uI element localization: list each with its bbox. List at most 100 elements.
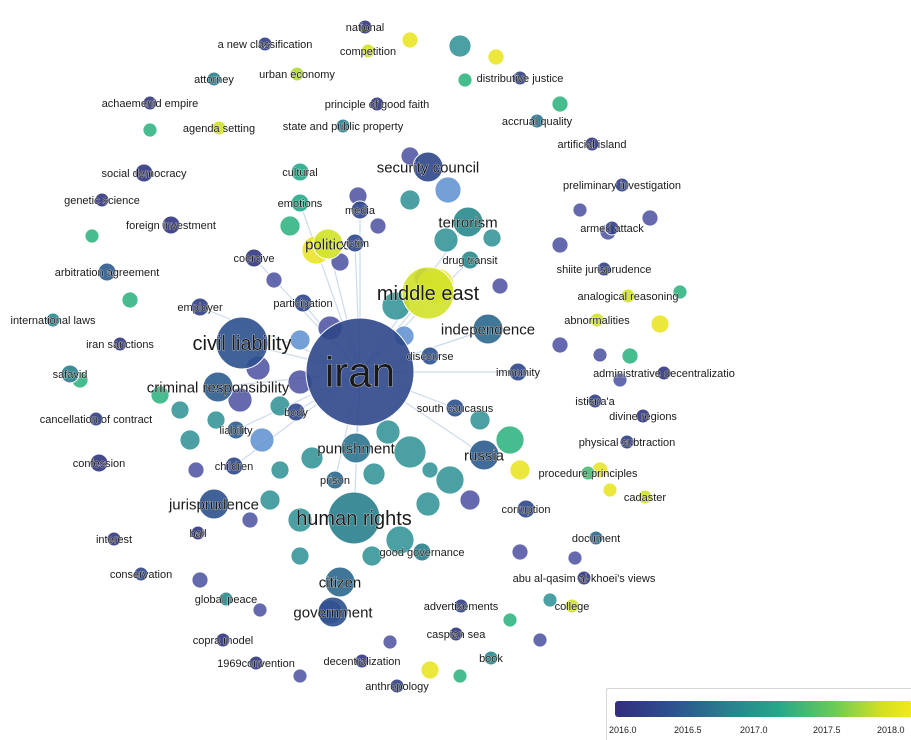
keyword-bubble[interactable]	[325, 470, 345, 490]
keyword-node[interactable]: children	[214, 456, 254, 476]
keyword-bubble[interactable]	[453, 598, 469, 614]
keyword-bubble[interactable]	[324, 566, 356, 598]
keyword-node[interactable]: iran sanctions	[86, 336, 155, 352]
keyword-bubble[interactable]	[161, 215, 181, 235]
keyword-bubble[interactable]	[60, 364, 80, 384]
keyword-bubble[interactable]	[516, 499, 536, 519]
keyword-bubble[interactable]	[564, 598, 580, 614]
keyword-bubble[interactable]	[460, 250, 480, 270]
keyword-node[interactable]: liability	[219, 420, 253, 440]
keyword-bubble[interactable]	[89, 453, 109, 473]
keyword-node[interactable]: urban economy	[259, 66, 336, 82]
keyword-node[interactable]: accrual quality	[502, 113, 573, 129]
keyword-node[interactable]: foreign investment	[126, 215, 216, 235]
keyword-bubble[interactable]	[656, 365, 672, 381]
keyword-bubble[interactable]	[190, 297, 210, 317]
keyword-bubble[interactable]	[401, 266, 455, 320]
keyword-node[interactable]: iran	[305, 317, 415, 427]
keyword-bubble[interactable]	[529, 113, 545, 129]
keyword-node[interactable]: international laws	[10, 312, 96, 328]
keyword-node[interactable]: agenda setting	[183, 120, 255, 136]
keyword-node[interactable]: citizen	[318, 566, 362, 598]
keyword-node[interactable]: genetic science	[64, 192, 140, 208]
keyword-bubble[interactable]	[327, 491, 381, 545]
keyword-node[interactable]: 1969convention	[217, 655, 295, 671]
keyword-bubble[interactable]	[576, 570, 592, 586]
keyword-node[interactable]: competition	[340, 43, 396, 59]
keyword-bubble[interactable]	[88, 411, 104, 427]
keyword-node[interactable]: government	[293, 596, 374, 628]
keyword-node[interactable]: global peace	[195, 591, 257, 607]
keyword-bubble[interactable]	[224, 456, 244, 476]
keyword-node[interactable]: istisna'a	[575, 393, 616, 409]
keyword-bubble[interactable]	[512, 70, 528, 86]
keyword-bubble[interactable]	[97, 262, 117, 282]
keyword-node[interactable]: preliminary investigation	[563, 177, 681, 193]
keyword-node[interactable]: emotions	[277, 193, 323, 213]
keyword-node[interactable]: distributive justice	[476, 70, 564, 86]
keyword-node[interactable]: russia	[464, 439, 505, 471]
keyword-node[interactable]: book	[479, 650, 504, 666]
keyword-node[interactable]: attorney	[194, 71, 235, 87]
keyword-node[interactable]: caspian sea	[426, 626, 487, 642]
keyword-node[interactable]: corruption	[501, 499, 551, 519]
keyword-node[interactable]: interest	[96, 531, 132, 547]
keyword-bubble[interactable]	[635, 408, 651, 424]
keyword-bubble[interactable]	[202, 371, 234, 403]
keyword-node[interactable]: politics	[305, 228, 351, 260]
keyword-node[interactable]: principle of good faith	[324, 96, 430, 112]
keyword-bubble[interactable]	[420, 346, 440, 366]
keyword-node[interactable]: shiite jurisprudence	[556, 261, 652, 277]
keyword-node[interactable]: college	[554, 598, 590, 614]
keyword-bubble[interactable]	[614, 177, 630, 193]
keyword-node[interactable]: middle east	[377, 266, 480, 320]
keyword-node[interactable]: conservation	[110, 566, 172, 582]
keyword-node[interactable]: discourse	[406, 346, 454, 366]
keyword-node[interactable]: anthropology	[365, 678, 430, 694]
keyword-bubble[interactable]	[142, 95, 158, 111]
keyword-bubble[interactable]	[206, 71, 222, 87]
keyword-node[interactable]: bail	[189, 525, 207, 541]
keyword-node[interactable]: achaemenid empire	[101, 95, 199, 111]
keyword-bubble[interactable]	[190, 525, 206, 541]
keyword-node[interactable]: immunity	[496, 362, 541, 382]
keyword-bubble[interactable]	[354, 653, 370, 669]
keyword-bubble[interactable]	[286, 402, 306, 422]
keyword-node[interactable]: armed attack	[580, 220, 645, 236]
keyword-bubble[interactable]	[290, 162, 310, 182]
keyword-bubble[interactable]	[357, 19, 373, 35]
keyword-node[interactable]: administrative decentralizatio	[593, 365, 735, 381]
keyword-node[interactable]: artificial island	[557, 136, 627, 152]
keyword-node[interactable]: terrorism	[438, 206, 498, 238]
keyword-node[interactable]: coercive	[233, 248, 275, 268]
keyword-bubble[interactable]	[448, 626, 464, 642]
keyword-bubble[interactable]	[312, 228, 344, 260]
keyword-bubble[interactable]	[350, 200, 370, 220]
keyword-node[interactable]: drug transit	[442, 250, 498, 270]
keyword-bubble[interactable]	[290, 193, 310, 213]
keyword-node[interactable]: security council	[376, 151, 480, 183]
keyword-node[interactable]: human rights	[296, 491, 412, 545]
keyword-node[interactable]: confession	[72, 453, 126, 473]
keyword-bubble[interactable]	[589, 312, 605, 328]
keyword-node[interactable]: south caucasus	[416, 398, 494, 418]
keyword-bubble[interactable]	[580, 465, 596, 481]
keyword-node[interactable]: physical subtraction	[578, 434, 676, 450]
keyword-bubble[interactable]	[317, 596, 349, 628]
keyword-bubble[interactable]	[604, 220, 620, 236]
keyword-bubble[interactable]	[248, 655, 264, 671]
keyword-node[interactable]: decentralization	[323, 653, 401, 669]
keyword-node[interactable]: cancellation of contract	[39, 411, 153, 427]
keyword-node[interactable]: cadaster	[624, 489, 667, 505]
keyword-node[interactable]: victim	[341, 233, 369, 253]
keyword-node[interactable]: punishment	[317, 432, 396, 464]
keyword-node[interactable]: jurisprudence	[168, 488, 259, 520]
keyword-node[interactable]: state and public property	[282, 118, 404, 134]
keyword-bubble[interactable]	[412, 151, 444, 183]
keyword-bubble[interactable]	[508, 362, 528, 382]
keyword-bubble[interactable]	[134, 163, 154, 183]
keyword-bubble[interactable]	[133, 566, 149, 582]
keyword-node[interactable]: a new classification	[217, 36, 313, 52]
keyword-bubble[interactable]	[412, 542, 432, 562]
